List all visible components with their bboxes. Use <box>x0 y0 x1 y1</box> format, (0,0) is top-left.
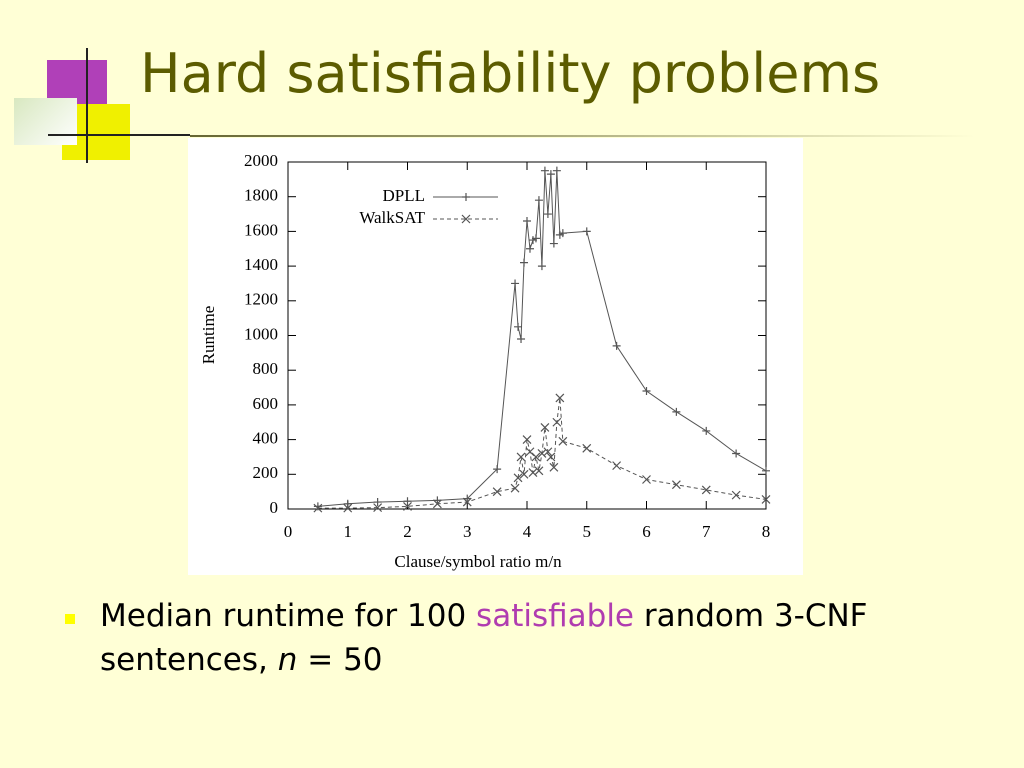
data-point <box>511 279 520 288</box>
data-point <box>731 490 741 500</box>
data-point <box>531 234 540 243</box>
data-point <box>492 487 502 497</box>
data-point <box>519 469 529 479</box>
data-point <box>313 502 322 511</box>
data-point <box>510 483 520 493</box>
data-point <box>558 436 568 446</box>
data-point <box>523 216 531 225</box>
bullet-highlight: satisfiable <box>476 598 634 634</box>
data-point <box>373 498 382 507</box>
data-point <box>546 452 556 462</box>
x-tick-label: 7 <box>702 522 711 541</box>
legend-label: DPLL <box>383 186 426 205</box>
data-point <box>552 166 561 175</box>
x-tick-label: 0 <box>284 522 293 541</box>
data-point <box>373 503 383 513</box>
title-rule <box>190 135 975 137</box>
data-point <box>534 466 544 476</box>
y-tick-label: 1800 <box>244 186 278 205</box>
data-point <box>762 466 770 475</box>
data-point <box>343 499 352 508</box>
y-tick-label: 1200 <box>244 290 278 309</box>
x-tick-label: 1 <box>344 522 353 541</box>
data-point <box>525 244 534 253</box>
x-tick-label: 3 <box>463 522 472 541</box>
data-point <box>516 452 526 462</box>
data-point <box>517 334 526 343</box>
chart: Clause/symbol ratio m/n Runtime 0 200 400 6… <box>188 138 803 575</box>
data-point <box>732 449 741 458</box>
data-point <box>514 322 523 331</box>
data-point <box>543 210 552 219</box>
x-tick-label: 8 <box>762 522 771 541</box>
y-tick-label: 2000 <box>244 151 278 170</box>
data-point <box>612 341 621 350</box>
data-point <box>531 452 541 462</box>
x-tick-label: 5 <box>583 522 592 541</box>
data-point <box>403 501 412 511</box>
bullet-marker <box>65 614 75 624</box>
y-tick-label: 1000 <box>244 324 278 343</box>
data-point <box>672 407 681 416</box>
slide-title: Hard satisfiability problems <box>140 42 881 105</box>
x-tick-label: 2 <box>403 522 412 541</box>
data-point <box>558 229 567 238</box>
data-point <box>343 503 353 513</box>
data-point <box>537 262 546 271</box>
data-point <box>540 423 550 432</box>
data-point <box>549 462 559 472</box>
data-point <box>543 447 553 457</box>
data-point <box>537 449 547 458</box>
data-point <box>313 503 323 513</box>
data-point <box>534 196 543 205</box>
data-point <box>582 227 591 236</box>
bullet-text: = 50 <box>297 642 383 678</box>
data-point <box>522 435 532 445</box>
x-tick-label: 4 <box>523 522 532 541</box>
bullet-text: Median runtime for 100 <box>100 598 477 634</box>
y-axis-label: Runtime <box>199 306 218 365</box>
bullet-text: random 3-CNF sentences, <box>100 598 868 678</box>
bullet: Median runtime for 100 satisfiable rando… <box>65 594 920 682</box>
data-point <box>612 461 622 471</box>
bullet-variable: n <box>277 642 298 678</box>
deco-hline <box>48 134 190 136</box>
data-point <box>462 497 472 507</box>
y-tick-label: 400 <box>253 429 279 448</box>
data-point <box>549 239 558 248</box>
data-point <box>540 166 549 175</box>
data-point <box>582 443 592 453</box>
y-tick-label: 0 <box>270 498 279 517</box>
y-tick-label: 600 <box>253 394 279 413</box>
y-tick-label: 200 <box>253 463 279 482</box>
y-tick-label: 1600 <box>244 220 278 239</box>
data-point <box>520 258 529 267</box>
data-point <box>493 465 502 474</box>
data-point <box>761 495 771 504</box>
legend-marker <box>462 193 470 201</box>
deco-vline <box>86 48 88 163</box>
data-point <box>642 387 651 396</box>
data-point <box>528 468 538 477</box>
data-point <box>555 393 565 403</box>
legend-marker <box>461 214 471 224</box>
data-point <box>642 475 651 484</box>
deco-green <box>14 98 77 145</box>
data-point <box>513 473 523 483</box>
x-tick-label: 6 <box>642 522 651 541</box>
data-point <box>702 426 711 435</box>
data-point <box>701 485 711 495</box>
data-point <box>432 499 442 509</box>
data-point <box>546 170 555 179</box>
y-tick-label: 800 <box>253 359 279 378</box>
x-axis-label: Clause/symbol ratio m/n <box>394 552 562 571</box>
y-tick-label: 1400 <box>244 255 278 274</box>
data-point <box>552 417 562 427</box>
legend-label: WalkSAT <box>359 208 425 227</box>
data-point <box>671 480 681 490</box>
data-point <box>403 497 412 506</box>
chart-background <box>188 138 803 575</box>
